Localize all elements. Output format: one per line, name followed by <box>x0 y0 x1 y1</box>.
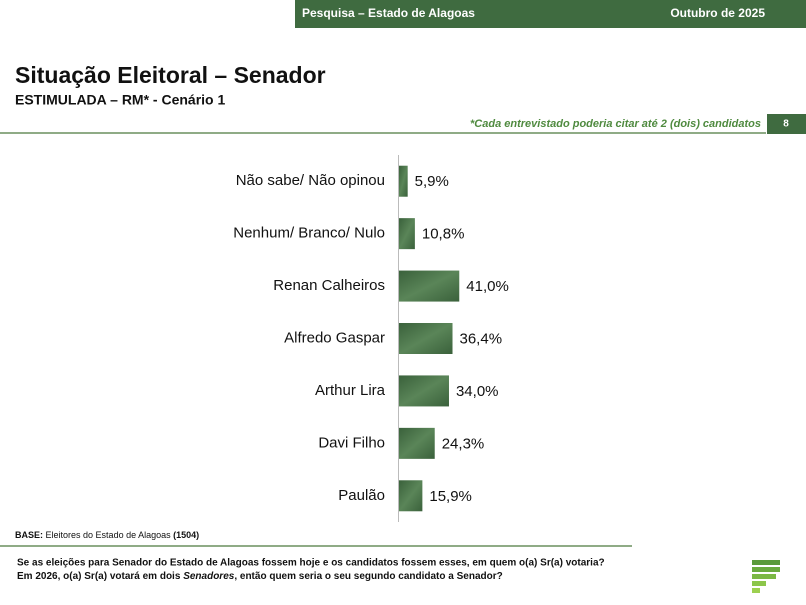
note: *Cada entrevistado poderia citar até 2 (… <box>470 118 761 130</box>
category-label: Não sabe/ Não opinou <box>236 172 385 189</box>
title: Situação Eleitoral – Senador <box>15 62 326 88</box>
value-label: 36,4% <box>460 330 503 347</box>
bar <box>399 427 435 459</box>
category-label: Arthur Lira <box>315 382 386 399</box>
bar <box>399 323 453 354</box>
bar <box>399 165 408 197</box>
question-part: Senadores <box>183 571 235 582</box>
base-label: BASE: <box>15 530 43 540</box>
value-label: 41,0% <box>466 278 509 295</box>
question-part: , então quem seria o seu segundo candida… <box>234 571 502 582</box>
category-label: Paulão <box>338 487 385 504</box>
header-bar <box>295 0 806 28</box>
bar <box>399 218 415 250</box>
bar <box>399 480 423 512</box>
bar <box>399 270 460 302</box>
base-text: Eleitores do Estado de Alagoas <box>46 530 172 540</box>
category-label: Renan Calheiros <box>273 277 385 294</box>
value-label: 24,3% <box>442 435 485 452</box>
value-label: 5,9% <box>415 173 449 190</box>
question-part: Em 2026, o(a) Sr(a) votará em dois <box>17 571 181 582</box>
category-label: Nenhum/ Branco/ Nulo <box>233 225 385 242</box>
bar <box>399 375 449 407</box>
subtitle: ESTIMULADA – RM* - Cenário 1 <box>15 92 225 108</box>
logo <box>752 560 780 593</box>
page-number: 8 <box>783 119 789 130</box>
value-label: 15,9% <box>429 488 472 505</box>
question-line2: Em 2026, o(a) Sr(a) votará em dois Senad… <box>17 571 503 582</box>
value-label: 34,0% <box>456 383 499 400</box>
header-date: Outubro de 2025 <box>670 6 765 20</box>
category-label: Davi Filho <box>318 434 385 451</box>
category-label: Alfredo Gaspar <box>284 329 385 346</box>
header-survey: Pesquisa – Estado de Alagoas <box>302 6 475 20</box>
base: BASE: Eleitores do Estado de Alagoas (15… <box>15 530 199 540</box>
base-n: (1504) <box>173 530 199 540</box>
value-label: 10,8% <box>422 226 465 243</box>
question-line1: Se as eleições para Senador do Estado de… <box>17 558 605 569</box>
page-box <box>767 114 806 134</box>
